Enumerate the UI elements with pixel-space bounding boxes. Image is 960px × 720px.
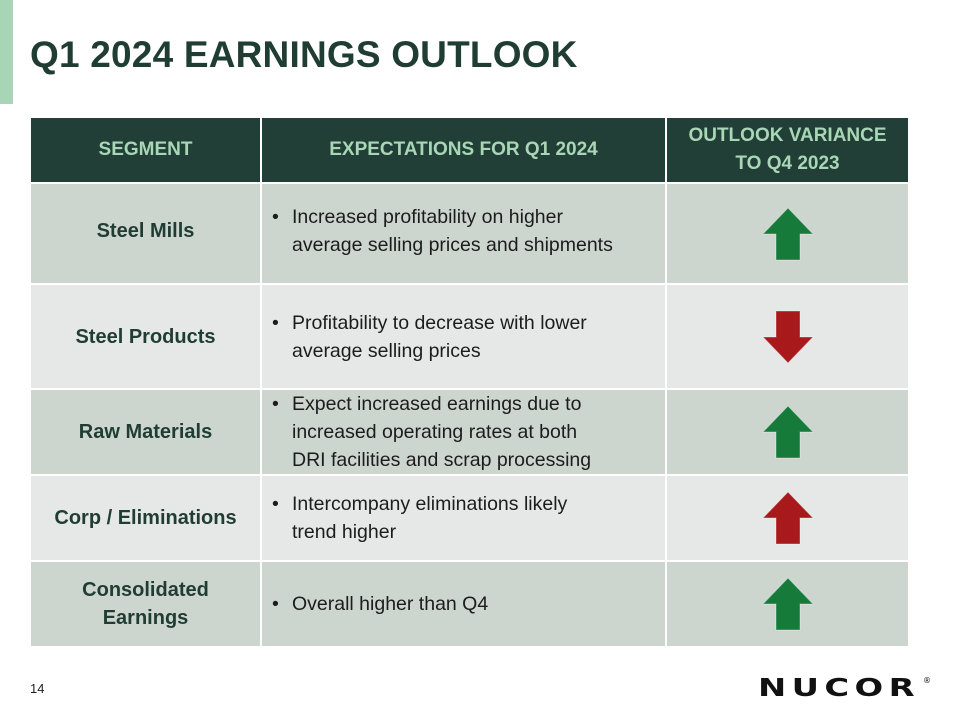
- header-variance: OUTLOOK VARIANCE TO Q4 2023: [665, 116, 910, 184]
- segment-cell: Steel Products: [29, 283, 262, 390]
- segment-cell: Raw Materials: [29, 388, 262, 476]
- segment-label: Corp / Eliminations: [54, 507, 237, 529]
- expectation-line: average selling prices: [292, 339, 481, 362]
- outlook-table: SEGMENT EXPECTATIONS FOR Q1 2024 OUTLOOK…: [29, 116, 910, 648]
- header-expectations: EXPECTATIONS FOR Q1 2024: [260, 116, 667, 184]
- logo-text: NUCOR: [758, 674, 920, 700]
- expectation-line: Profitability to decrease with lower: [292, 311, 587, 334]
- table-row: Steel Products • Profitability to decrea…: [29, 283, 910, 390]
- table-row: Raw Materials • Expect increased earning…: [29, 388, 910, 476]
- segment-cell: Consolidated Earnings: [29, 560, 262, 648]
- table-header-row: SEGMENT EXPECTATIONS FOR Q1 2024 OUTLOOK…: [29, 116, 910, 184]
- header-segment: SEGMENT: [29, 116, 262, 184]
- variance-cell: [665, 474, 910, 562]
- expectation-line: trend higher: [292, 521, 397, 543]
- nucor-logo: NUCOR ®: [758, 674, 931, 700]
- variance-cell: [665, 283, 910, 390]
- expectation-cell: • Expect increased earnings due to incre…: [260, 388, 667, 476]
- variance-cell: [665, 388, 910, 476]
- expectation-line: Increased profitability on higher: [292, 205, 563, 228]
- logo-registered-mark: ®: [923, 676, 931, 685]
- header-variance-line2: TO Q4 2023: [735, 153, 840, 174]
- bullet-icon: •: [272, 593, 279, 615]
- table-row: Consolidated Earnings • Overall higher t…: [29, 560, 910, 648]
- variance-cell: [665, 182, 910, 285]
- expectation-line: Intercompany eliminations likely: [292, 493, 568, 515]
- expectation-cell: • Increased profitability on higher aver…: [260, 182, 667, 285]
- expectation-cell: • Intercompany eliminations likely trend…: [260, 474, 667, 562]
- table-row: Corp / Eliminations • Intercompany elimi…: [29, 474, 910, 562]
- variance-cell: [665, 560, 910, 648]
- page-number: 14: [30, 681, 45, 696]
- bullet-icon: •: [272, 205, 279, 228]
- segment-cell: Corp / Eliminations: [29, 474, 262, 562]
- header-variance-line1: OUTLOOK VARIANCE: [688, 125, 887, 146]
- arrow-up-icon: [761, 577, 814, 631]
- arrow-up-icon: [761, 405, 814, 459]
- bullet-icon: •: [272, 493, 279, 515]
- expectation-line: DRI facilities and scrap processing: [292, 449, 592, 471]
- expectation-cell: • Overall higher than Q4: [260, 560, 667, 648]
- arrow-up-icon: [761, 206, 814, 260]
- segment-label: Earnings: [102, 607, 189, 629]
- segment-label: Steel Products: [75, 325, 216, 348]
- segment-label: Steel Mills: [96, 219, 195, 242]
- arrow-down-icon: [761, 310, 814, 364]
- bullet-icon: •: [272, 311, 279, 334]
- expectation-line: Overall higher than Q4: [292, 593, 489, 615]
- expectation-line: increased operating rates at both: [292, 421, 578, 443]
- expectation-line: Expect increased earnings due to: [292, 393, 582, 415]
- accent-bar: [0, 0, 13, 104]
- page-title: Q1 2024 EARNINGS OUTLOOK: [30, 34, 578, 75]
- segment-label: Consolidated: [82, 579, 209, 601]
- expectation-line: average selling prices and shipments: [292, 233, 613, 256]
- expectation-cell: • Profitability to decrease with lower a…: [260, 283, 667, 390]
- segment-cell: Steel Mills: [29, 182, 262, 285]
- segment-label: Raw Materials: [78, 421, 213, 443]
- table-row: Steel Mills • Increased profitability on…: [29, 182, 910, 285]
- bullet-icon: •: [272, 393, 279, 415]
- arrow-up-icon: [761, 491, 814, 545]
